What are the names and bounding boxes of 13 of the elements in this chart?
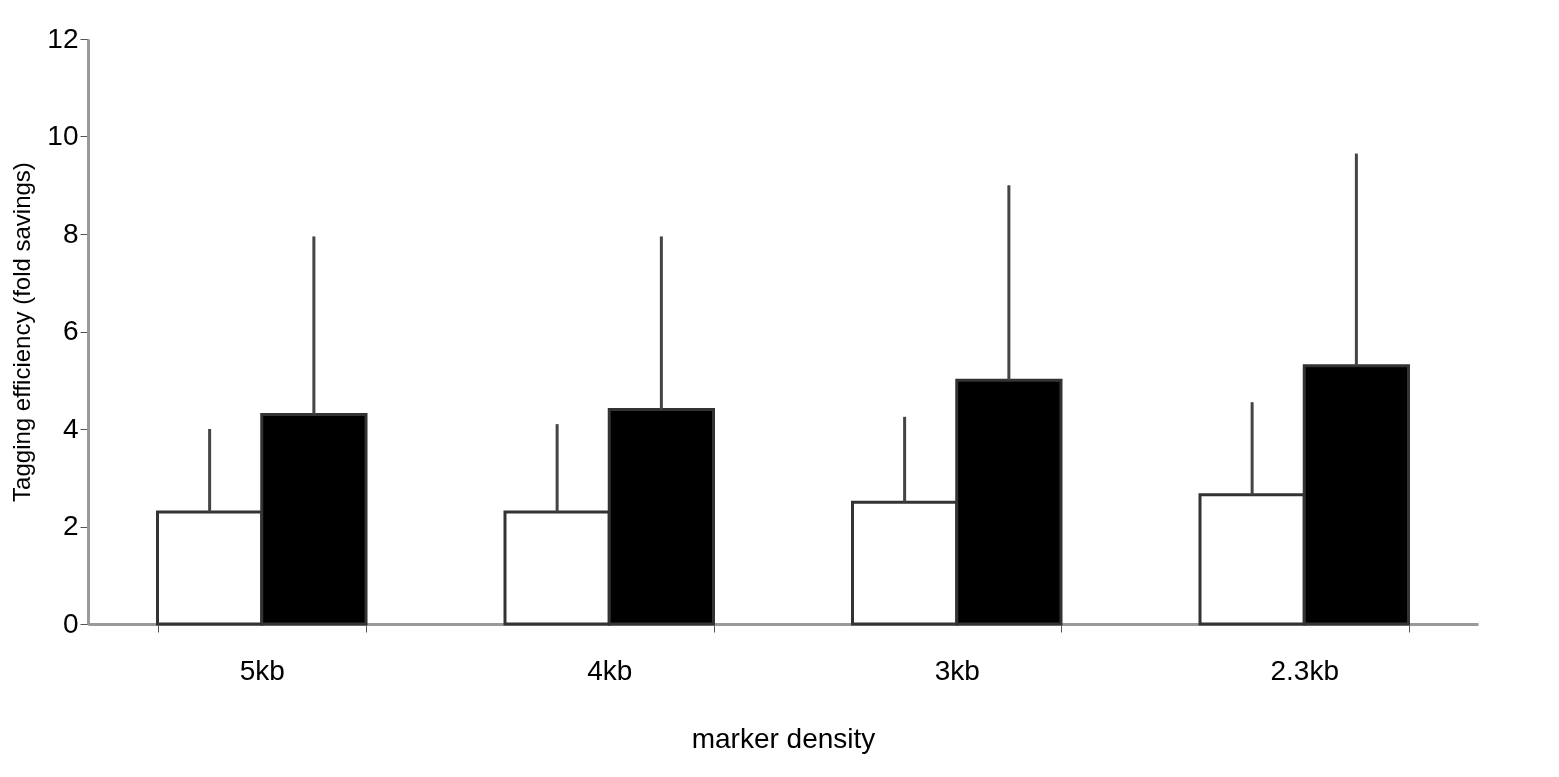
x-tick-label: 4kb — [587, 654, 633, 686]
y-axis-title: Tagging efficiency (fold savings) — [8, 162, 36, 502]
x-tick-label: 3kb — [934, 654, 980, 686]
y-tick-label: 12 — [47, 22, 79, 54]
y-tick-label: 8 — [62, 217, 79, 249]
x-tick-label: 5kb — [239, 654, 285, 686]
y-tick-label: 10 — [47, 120, 79, 151]
y-tick-label: 2 — [62, 510, 79, 541]
x-axis-title: marker density — [691, 722, 876, 754]
y-tick-label: 4 — [62, 412, 79, 444]
y-tick-label: 0 — [62, 607, 79, 639]
y-tick-label: 6 — [62, 315, 79, 346]
x-tick-label: 2.3kb — [1270, 654, 1339, 686]
